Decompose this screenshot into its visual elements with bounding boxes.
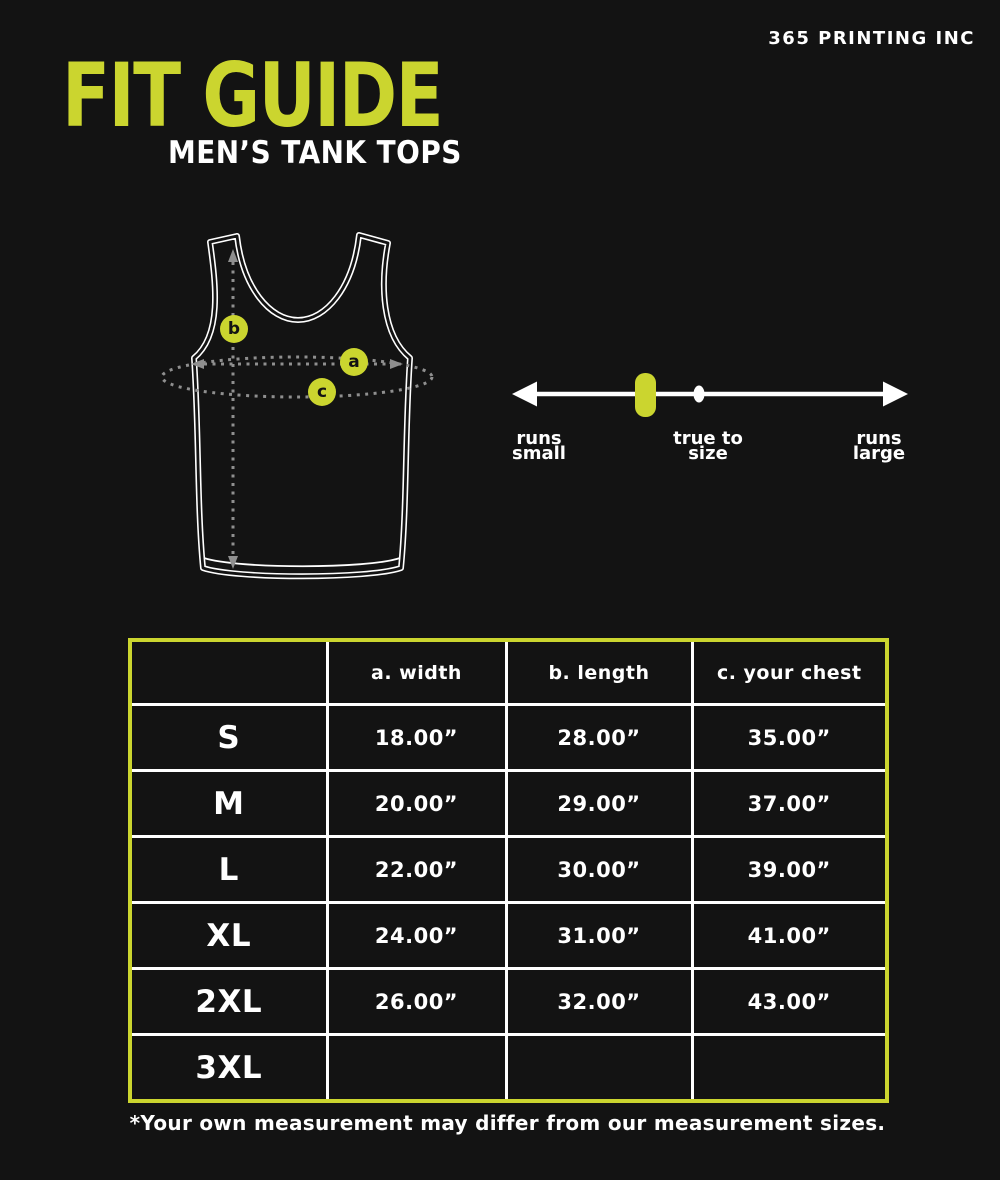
runs-small-label: runs small bbox=[512, 428, 566, 464]
marker-b: b bbox=[220, 315, 248, 343]
chest-value: 41.00” bbox=[690, 901, 889, 970]
hem-stitch-line bbox=[203, 557, 401, 568]
fit-scale bbox=[512, 373, 908, 417]
marker-a: a bbox=[340, 348, 368, 376]
chest-value bbox=[690, 1033, 889, 1103]
table-row-xl: XL 24.00” 31.00” 41.00” bbox=[128, 901, 889, 970]
brand-name: 365 PRINTING INC bbox=[768, 28, 975, 49]
width-arrow-left-icon bbox=[191, 359, 204, 369]
fit-scale-arrow-left-icon bbox=[512, 381, 537, 407]
width-value: 18.00” bbox=[325, 703, 508, 772]
table-row-3xl: 3XL bbox=[128, 1033, 889, 1103]
tank-top-illustration bbox=[160, 232, 434, 580]
marker-c: c bbox=[308, 378, 336, 406]
length-value: 28.00” bbox=[504, 703, 694, 772]
length-value: 30.00” bbox=[504, 835, 694, 904]
header-length: b. length bbox=[504, 638, 694, 706]
true-to-size-dot-icon bbox=[693, 385, 705, 403]
length-value: 32.00” bbox=[504, 967, 694, 1036]
chest-value: 35.00” bbox=[690, 703, 889, 772]
size-table-header-row: a. width b. length c. your chest bbox=[128, 638, 889, 706]
header-blank bbox=[128, 638, 329, 706]
size-label: 3XL bbox=[128, 1033, 329, 1103]
width-arrow-right-icon bbox=[390, 359, 403, 369]
length-arrow-up-icon bbox=[228, 249, 238, 262]
width-value bbox=[325, 1033, 508, 1103]
length-value: 29.00” bbox=[504, 769, 694, 838]
page-title: FIT GUIDE bbox=[62, 44, 444, 147]
table-row-2xl: 2XL 26.00” 32.00” 43.00” bbox=[128, 967, 889, 1036]
width-value: 24.00” bbox=[325, 901, 508, 970]
fit-indicator-pill bbox=[635, 373, 656, 417]
fit-scale-arrow-right-icon bbox=[883, 381, 908, 407]
size-label: M bbox=[128, 769, 329, 838]
chest-value: 39.00” bbox=[690, 835, 889, 904]
size-label: L bbox=[128, 835, 329, 904]
tank-outline bbox=[191, 232, 413, 580]
length-value: 31.00” bbox=[504, 901, 694, 970]
measurement-disclaimer: *Your own measurement may differ from ou… bbox=[129, 1111, 886, 1135]
length-value bbox=[504, 1033, 694, 1103]
size-label: S bbox=[128, 703, 329, 772]
size-table: a. width b. length c. your chest S 18.00… bbox=[128, 638, 889, 1103]
chest-measure-ellipse bbox=[160, 355, 434, 399]
width-value: 26.00” bbox=[325, 967, 508, 1036]
table-row-m: M 20.00” 29.00” 37.00” bbox=[128, 769, 889, 838]
width-value: 22.00” bbox=[325, 835, 508, 904]
chest-value: 37.00” bbox=[690, 769, 889, 838]
size-label: XL bbox=[128, 901, 329, 970]
size-label: 2XL bbox=[128, 967, 329, 1036]
header-chest: c. your chest bbox=[690, 638, 889, 706]
table-row-s: S 18.00” 28.00” 35.00” bbox=[128, 703, 889, 772]
width-value: 20.00” bbox=[325, 769, 508, 838]
chest-value: 43.00” bbox=[690, 967, 889, 1036]
true-to-size-label: true to size bbox=[673, 428, 743, 464]
header-width: a. width bbox=[325, 638, 508, 706]
runs-large-label: runs large bbox=[852, 428, 906, 464]
length-arrow-down-icon bbox=[228, 556, 238, 569]
page-subtitle: MEN’S TANK TOPS bbox=[168, 135, 462, 171]
table-row-l: L 22.00” 30.00” 39.00” bbox=[128, 835, 889, 904]
